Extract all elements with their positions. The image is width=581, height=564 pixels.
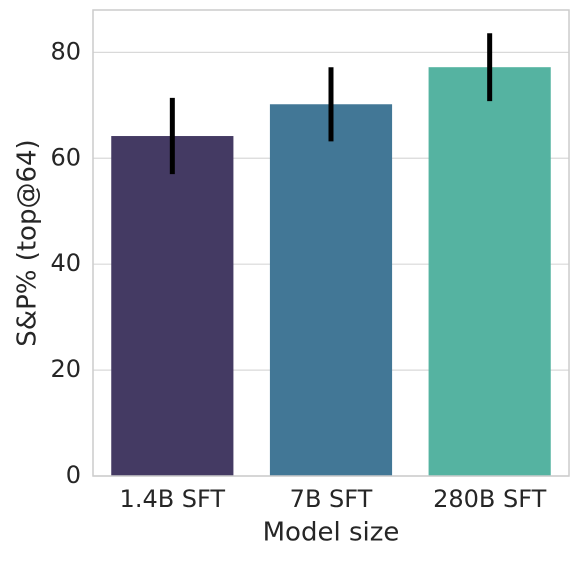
y-tick-label: 20	[50, 355, 81, 383]
x-tick-label: 280B SFT	[433, 485, 547, 513]
x-tick-label: 7B SFT	[290, 485, 373, 513]
x-axis-label: Model size	[263, 518, 400, 548]
bar	[269, 104, 393, 476]
y-tick-label: 60	[50, 143, 81, 171]
bar	[428, 67, 551, 476]
x-tick-label: 1.4B SFT	[120, 485, 226, 513]
y-tick-label: 80	[50, 37, 81, 65]
y-axis-label: S&P% (top@64)	[13, 139, 43, 346]
y-tick-label: 0	[66, 461, 81, 489]
plot-frame	[92, 9, 570, 477]
y-tick-label: 40	[50, 249, 81, 277]
bar	[111, 136, 234, 477]
